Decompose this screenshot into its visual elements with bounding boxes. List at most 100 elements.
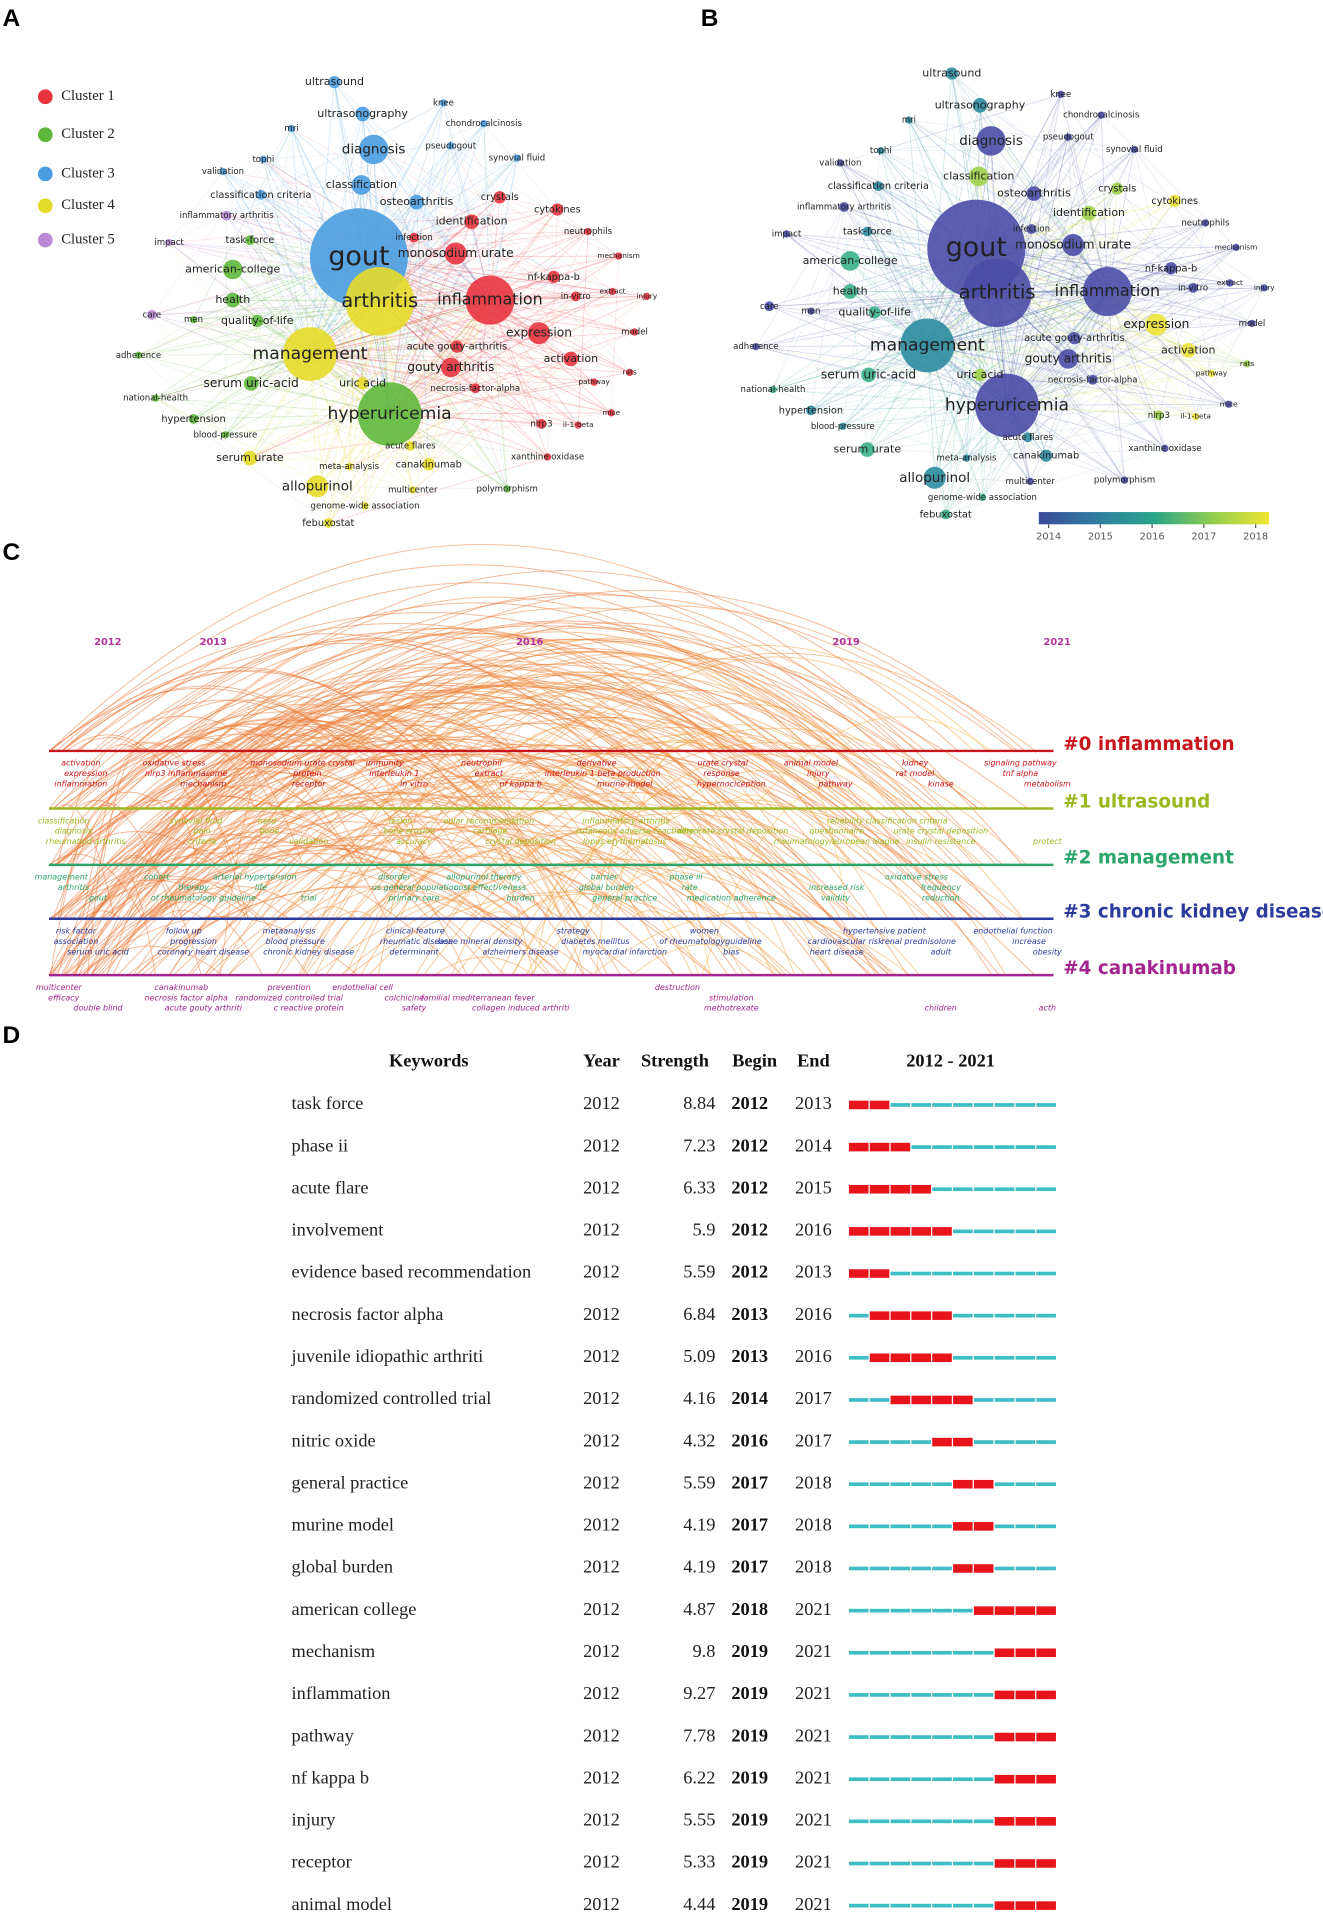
edge	[839, 162, 928, 346]
end: 2018	[795, 1472, 832, 1492]
edge	[927, 345, 1159, 416]
edge	[249, 456, 548, 459]
end: 2021	[795, 1810, 832, 1830]
strength: 5.55	[683, 1810, 715, 1830]
baseline-segment	[953, 1355, 973, 1360]
burst-segment	[1015, 1648, 1036, 1658]
baseline-segment	[973, 1903, 994, 1908]
edge	[443, 102, 501, 198]
edge	[755, 206, 845, 347]
strength: 5.59	[683, 1472, 715, 1492]
edge	[232, 269, 318, 487]
edge	[412, 358, 572, 491]
node	[940, 509, 951, 520]
node	[441, 357, 461, 378]
edge	[416, 202, 430, 465]
node-label: polymorphism	[1094, 476, 1155, 486]
edge	[990, 140, 1248, 365]
edge	[755, 346, 869, 376]
cluster-keyword: double blind	[73, 1004, 123, 1013]
begin: 2013	[731, 1346, 768, 1366]
baseline-segment	[911, 1482, 931, 1487]
keyword: nitric oxide	[292, 1430, 376, 1450]
end: 2021	[795, 1725, 832, 1745]
edge	[769, 305, 928, 346]
year: 2012	[583, 1515, 620, 1535]
edge	[138, 354, 429, 465]
arc	[57, 855, 155, 976]
edge	[151, 299, 491, 316]
arc	[69, 834, 712, 976]
baseline-segment	[953, 1819, 973, 1824]
arc	[123, 691, 703, 866]
edge	[877, 186, 928, 346]
edge	[966, 403, 1229, 459]
baseline-segment	[911, 1819, 931, 1824]
legend-label: Cluster 3	[61, 165, 114, 181]
edge	[499, 196, 613, 292]
arc	[137, 716, 1008, 976]
edge	[309, 353, 476, 389]
edge	[361, 184, 576, 297]
edge	[389, 331, 635, 415]
arc	[109, 753, 856, 920]
edge	[489, 300, 508, 489]
edge	[309, 276, 554, 355]
edge	[499, 196, 589, 232]
edge	[222, 171, 589, 232]
edge	[263, 158, 613, 292]
node-label: activation	[544, 352, 599, 365]
node	[242, 450, 258, 466]
edge	[908, 119, 1196, 417]
node-label: men	[801, 307, 820, 317]
begin: 2019	[731, 1767, 768, 1787]
node-label: identification	[1053, 206, 1125, 219]
node	[1161, 444, 1169, 453]
edge	[927, 345, 1189, 351]
baseline-segment	[911, 1861, 931, 1866]
edge	[786, 233, 1008, 406]
node-label: quality-of-life	[838, 305, 911, 318]
node	[1057, 90, 1065, 99]
node	[1243, 360, 1251, 368]
node-label: acute flares	[1003, 433, 1054, 443]
edge	[249, 194, 262, 241]
legend-swatch	[37, 198, 53, 214]
node-label: ultrasound	[922, 67, 981, 80]
arc	[142, 784, 278, 809]
baseline-segment	[869, 1819, 890, 1824]
cluster-keyword: oxidative stress	[143, 759, 206, 768]
baseline-segment	[911, 1271, 931, 1276]
cluster-keyword: prevention	[267, 983, 311, 992]
node	[464, 214, 479, 230]
edge	[810, 291, 1108, 411]
arc	[177, 828, 755, 976]
colorbar-label: 2017	[1191, 532, 1216, 543]
node	[877, 147, 885, 155]
edge	[309, 332, 540, 355]
arc	[752, 716, 992, 809]
burst-segment	[1036, 1901, 1056, 1910]
baseline-segment	[973, 1650, 994, 1655]
edge	[291, 128, 491, 301]
arc	[49, 543, 1023, 866]
colorbar-label: 2016	[1140, 532, 1165, 543]
node	[1026, 186, 1042, 201]
baseline-segment	[890, 1861, 911, 1866]
baseline-segment	[973, 1398, 994, 1402]
node	[873, 181, 884, 192]
node-label: knee	[1050, 90, 1071, 100]
cluster-keyword: dihydrate crystal deposition	[677, 827, 788, 836]
end: 2018	[795, 1515, 832, 1535]
begin: 2012	[731, 1177, 768, 1197]
edge	[1134, 149, 1196, 417]
edge	[155, 397, 548, 458]
baseline-segment	[1015, 1187, 1036, 1192]
edge	[769, 305, 1248, 365]
node	[536, 418, 547, 429]
edge	[250, 128, 292, 384]
node-label: chondrocalcinosis	[1063, 111, 1140, 121]
baseline-segment	[932, 1903, 952, 1908]
cluster-keyword: bone	[260, 827, 280, 836]
node-label: hypertension	[161, 414, 225, 425]
